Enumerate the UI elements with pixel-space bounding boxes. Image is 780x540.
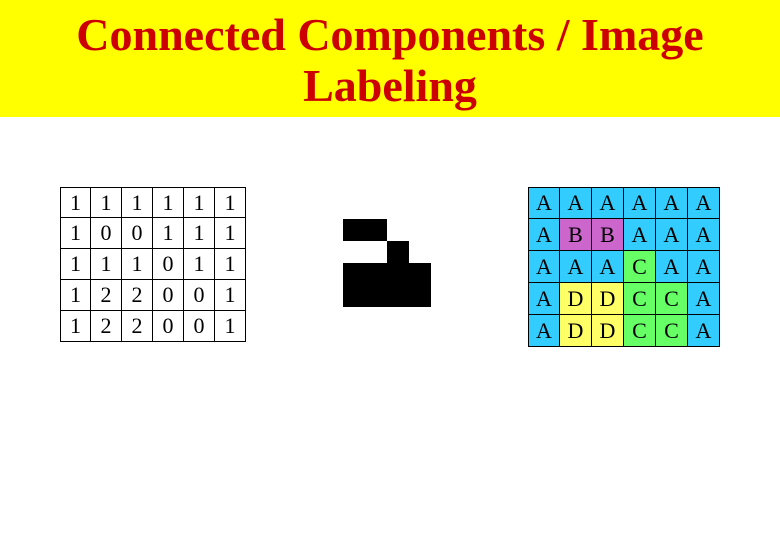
numeric-cell: 0: [153, 249, 184, 280]
label-cell: A: [528, 187, 560, 219]
pixel-cell: [365, 197, 387, 219]
numeric-cell: 1: [184, 249, 215, 280]
pixel-cell: [387, 197, 409, 219]
pixel-cell: [431, 197, 453, 219]
numeric-cell: 1: [153, 187, 184, 218]
label-cell: B: [592, 219, 624, 251]
pixel-cell: [343, 197, 365, 219]
numeric-cell: 1: [215, 187, 246, 218]
numeric-cell: 1: [122, 187, 153, 218]
pixel-cell: [365, 263, 387, 285]
pixel-cell: [409, 285, 431, 307]
pixel-cell: [365, 219, 387, 241]
numeric-cell: 1: [91, 249, 122, 280]
title-band: Connected Components / Image Labeling: [0, 0, 780, 117]
pixel-cell: [431, 219, 453, 241]
numeric-cell: 0: [153, 311, 184, 342]
label-cell: A: [592, 251, 624, 283]
numeric-grid: 111111100111111011122001122001: [60, 187, 246, 342]
numeric-cell: 1: [60, 280, 91, 311]
label-cell: A: [528, 283, 560, 315]
label-cell: A: [560, 251, 592, 283]
numeric-cell: 2: [91, 311, 122, 342]
numeric-cell: 1: [215, 249, 246, 280]
label-cell: A: [528, 251, 560, 283]
label-cell: C: [624, 251, 656, 283]
label-cell: A: [560, 187, 592, 219]
label-cell: A: [688, 187, 720, 219]
pixel-cell: [431, 263, 453, 285]
pixel-cell: [343, 219, 365, 241]
label-cell: C: [624, 315, 656, 347]
pixel-cell: [387, 219, 409, 241]
numeric-cell: 1: [215, 311, 246, 342]
label-cell: C: [624, 283, 656, 315]
numeric-cell: 0: [184, 311, 215, 342]
pixel-cell: [365, 241, 387, 263]
numeric-cell: 1: [215, 218, 246, 249]
pixel-cell: [431, 285, 453, 307]
label-cell: D: [560, 315, 592, 347]
label-cell: C: [656, 283, 688, 315]
label-cell: A: [688, 219, 720, 251]
label-cell: C: [656, 315, 688, 347]
label-cell: A: [656, 219, 688, 251]
pixel-cell: [387, 241, 409, 263]
label-cell: A: [528, 219, 560, 251]
label-cell: D: [592, 283, 624, 315]
numeric-cell: 2: [122, 280, 153, 311]
label-cell: B: [560, 219, 592, 251]
pixel-cell: [387, 263, 409, 285]
pixel-cell: [321, 285, 343, 307]
pixel-cell: [321, 219, 343, 241]
numeric-cell: 1: [60, 187, 91, 218]
numeric-cell: 1: [184, 218, 215, 249]
label-cell: A: [624, 219, 656, 251]
numeric-cell: 0: [91, 218, 122, 249]
label-cell: A: [688, 315, 720, 347]
label-cell: A: [688, 251, 720, 283]
numeric-cell: 0: [122, 218, 153, 249]
label-cell: D: [560, 283, 592, 315]
pixel-cell: [343, 285, 365, 307]
labeled-grid: AAAAAAABBAAAAAACAAADDCCAADDCCA: [528, 187, 720, 347]
numeric-cell: 1: [60, 218, 91, 249]
content-row: 111111100111111011122001122001 AAAAAAABB…: [0, 117, 780, 347]
numeric-cell: 0: [184, 280, 215, 311]
label-cell: A: [656, 251, 688, 283]
pixel-cell: [431, 241, 453, 263]
pixel-cell: [409, 241, 431, 263]
numeric-cell: 0: [153, 280, 184, 311]
numeric-cell: 1: [91, 187, 122, 218]
label-cell: A: [656, 187, 688, 219]
pixel-cell: [387, 285, 409, 307]
label-cell: D: [592, 315, 624, 347]
pixel-cell: [321, 197, 343, 219]
label-cell: A: [592, 187, 624, 219]
pixel-cell: [321, 241, 343, 263]
label-cell: A: [624, 187, 656, 219]
numeric-cell: 1: [60, 249, 91, 280]
pixel-cell: [409, 263, 431, 285]
page-title: Connected Components / Image Labeling: [0, 10, 780, 111]
pixel-cell: [409, 197, 431, 219]
label-cell: A: [528, 315, 560, 347]
numeric-cell: 1: [60, 311, 91, 342]
numeric-cell: 1: [215, 280, 246, 311]
numeric-cell: 2: [122, 311, 153, 342]
binary-image-grid: [321, 197, 453, 307]
label-cell: A: [688, 283, 720, 315]
pixel-cell: [409, 219, 431, 241]
numeric-cell: 1: [184, 187, 215, 218]
numeric-cell: 2: [91, 280, 122, 311]
numeric-cell: 1: [153, 218, 184, 249]
pixel-cell: [365, 285, 387, 307]
pixel-cell: [321, 263, 343, 285]
pixel-cell: [343, 263, 365, 285]
numeric-cell: 1: [122, 249, 153, 280]
pixel-cell: [343, 241, 365, 263]
